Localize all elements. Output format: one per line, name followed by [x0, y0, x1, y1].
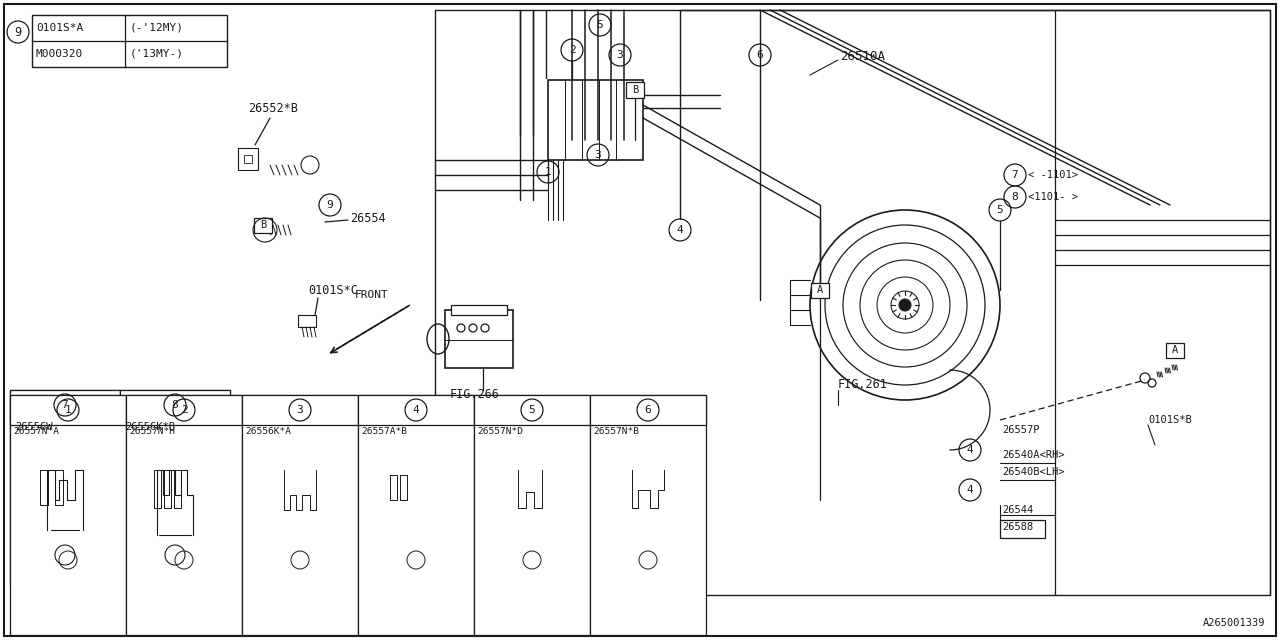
Bar	[10, 395, 125, 425]
Text: 26554: 26554	[349, 211, 385, 225]
Text: 26557N*B: 26557N*B	[593, 428, 639, 436]
Bar	[125, 395, 242, 635]
Bar	[445, 310, 513, 368]
Text: 4: 4	[412, 405, 420, 415]
Text: 2: 2	[568, 45, 576, 55]
Text: 26557N*D: 26557N*D	[477, 428, 524, 436]
Bar	[626, 82, 644, 98]
Text: 1: 1	[544, 167, 552, 177]
Text: 3: 3	[617, 50, 623, 60]
Text: 26557A*B: 26557A*B	[361, 428, 407, 436]
Text: 5: 5	[997, 205, 1004, 215]
Text: FRONT: FRONT	[355, 290, 389, 300]
Text: B: B	[632, 85, 639, 95]
Text: 26510A: 26510A	[840, 51, 884, 63]
Text: ('13MY-): ('13MY-)	[131, 49, 184, 59]
Text: 9: 9	[326, 200, 333, 210]
Bar	[120, 390, 230, 420]
Text: 1: 1	[64, 405, 72, 415]
Text: < -1101>: < -1101>	[1028, 170, 1078, 180]
Bar	[244, 155, 252, 163]
Bar	[32, 15, 227, 67]
Text: FIG.261: FIG.261	[838, 378, 888, 392]
Bar	[590, 395, 707, 425]
Bar	[590, 395, 707, 635]
Text: 26552*B: 26552*B	[248, 102, 298, 115]
Bar	[10, 395, 125, 635]
Bar	[451, 305, 507, 315]
Text: A: A	[817, 285, 823, 295]
Circle shape	[899, 299, 911, 311]
Text: (-'12MY): (-'12MY)	[131, 23, 184, 33]
Text: 4: 4	[966, 485, 973, 495]
Text: 26540B<LH>: 26540B<LH>	[1002, 467, 1065, 477]
Text: 7: 7	[61, 400, 68, 410]
Text: 6: 6	[645, 405, 652, 415]
Text: 0101S*A: 0101S*A	[36, 23, 83, 33]
Bar	[474, 395, 590, 425]
Bar	[358, 395, 474, 425]
Text: 26556K*A: 26556K*A	[244, 428, 291, 436]
Bar	[474, 395, 590, 635]
Text: B: B	[260, 220, 266, 230]
Text: 9: 9	[14, 26, 22, 38]
Text: 0101S*C: 0101S*C	[308, 284, 358, 296]
Text: A: A	[1172, 345, 1178, 355]
Bar	[125, 395, 242, 425]
Bar	[358, 395, 474, 635]
Text: 26556K*B: 26556K*B	[125, 422, 175, 432]
Text: 26557N*H: 26557N*H	[129, 428, 175, 436]
Text: 2: 2	[180, 405, 187, 415]
Text: 26544: 26544	[1002, 505, 1033, 515]
Text: 26540A<RH>: 26540A<RH>	[1002, 450, 1065, 460]
Text: 5: 5	[596, 20, 603, 30]
Bar	[242, 395, 358, 425]
Bar	[812, 282, 829, 298]
Text: 26556W: 26556W	[15, 422, 52, 432]
Text: M000320: M000320	[36, 49, 83, 59]
Text: 4: 4	[677, 225, 684, 235]
Bar	[298, 315, 316, 327]
Bar	[1166, 342, 1184, 358]
Bar	[242, 395, 358, 635]
Bar	[10, 390, 120, 585]
Text: 8: 8	[1011, 192, 1019, 202]
Text: 5: 5	[529, 405, 535, 415]
Bar	[548, 80, 643, 160]
Text: 3: 3	[595, 150, 602, 160]
Bar	[10, 390, 120, 420]
Text: 26557N*A: 26557N*A	[13, 428, 59, 436]
Bar	[435, 10, 1270, 595]
Text: 7: 7	[1011, 170, 1019, 180]
Text: 3: 3	[297, 405, 303, 415]
Text: <1101- >: <1101- >	[1028, 192, 1078, 202]
Text: FIG.266: FIG.266	[451, 388, 500, 401]
Bar	[253, 218, 273, 232]
Text: 8: 8	[172, 400, 178, 410]
Text: 6: 6	[756, 50, 763, 60]
Text: A265001339: A265001339	[1202, 618, 1265, 628]
Bar	[238, 148, 259, 170]
Text: 26588: 26588	[1002, 522, 1033, 532]
Bar	[1000, 520, 1044, 538]
Bar	[120, 390, 230, 585]
Text: 0101S*B: 0101S*B	[1148, 415, 1192, 425]
Text: 26557P: 26557P	[1002, 425, 1039, 435]
Text: 4: 4	[966, 445, 973, 455]
